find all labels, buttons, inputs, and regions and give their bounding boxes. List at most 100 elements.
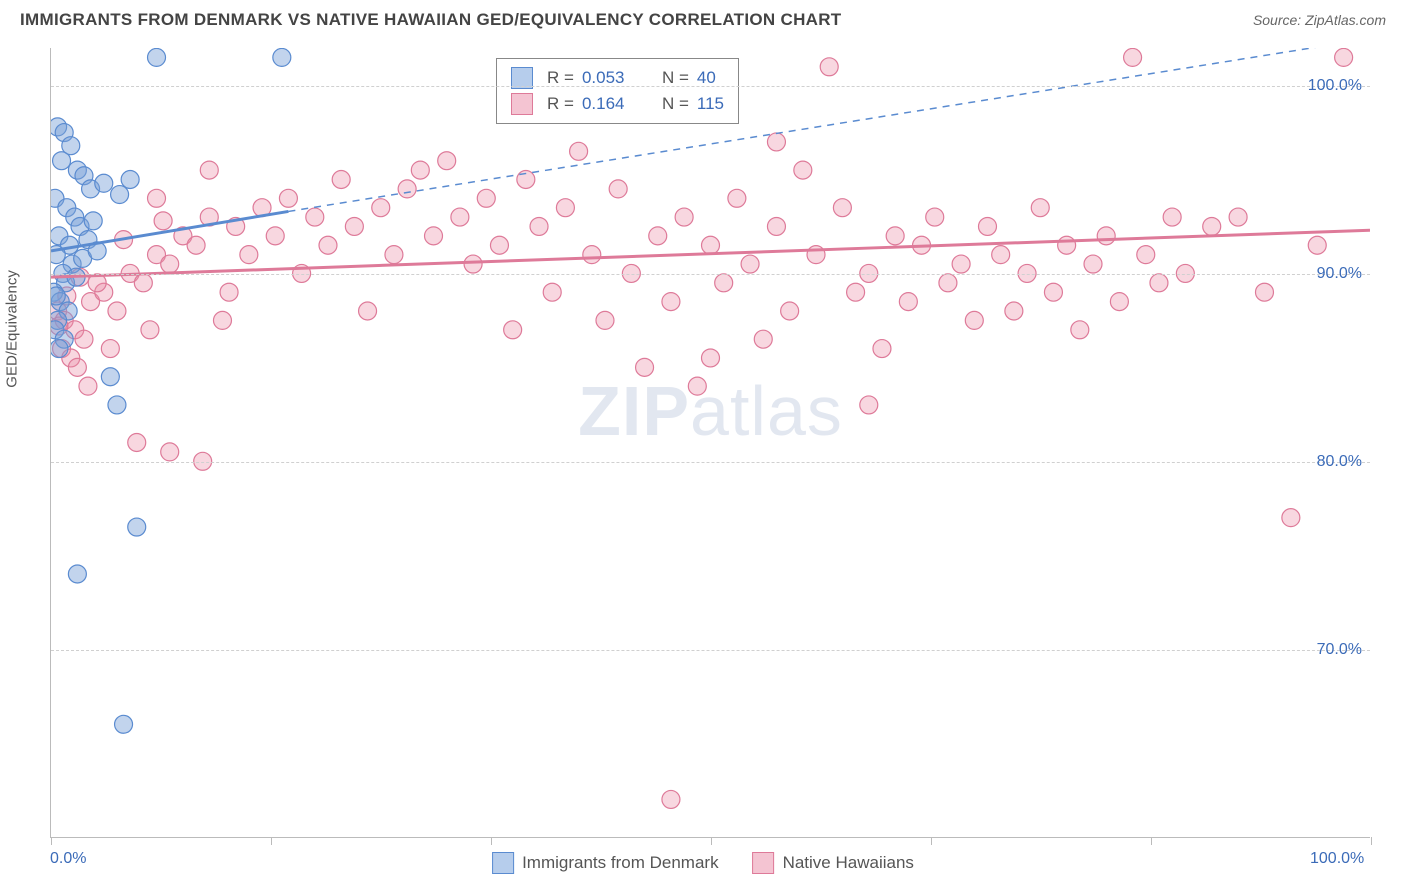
legend-bottom-item-1: Immigrants from Denmark [492,852,718,874]
data-point [1229,208,1247,226]
data-point [886,227,904,245]
x-tick-label: 0.0% [50,850,86,868]
data-point [101,368,119,386]
data-point [128,518,146,536]
y-axis-label: GED/Equivalency [4,270,21,388]
data-point [53,152,71,170]
data-point [359,302,377,320]
x-tick [1151,837,1152,845]
data-point [68,565,86,583]
data-point [121,171,139,189]
legend-n-value-1: 40 [697,65,716,91]
legend-r-value-2: 0.164 [582,91,638,117]
legend-swatch-icon [492,852,514,874]
data-point [636,358,654,376]
x-tick [931,837,932,845]
data-point [794,161,812,179]
data-point [543,283,561,301]
legend-bottom-label-2: Native Hawaiians [783,853,914,873]
y-tick-label: 70.0% [1317,641,1362,659]
data-point [187,236,205,254]
data-point [128,434,146,452]
gridline [51,462,1370,463]
data-point [477,189,495,207]
legend-bottom-item-2: Native Hawaiians [753,852,914,874]
data-point [79,377,97,395]
data-point [583,246,601,264]
data-point [965,311,983,329]
legend-n-value-2: 115 [697,91,724,117]
data-point [75,330,93,348]
y-tick-label: 100.0% [1308,77,1362,95]
x-tick-label: 100.0% [1310,850,1364,868]
data-point [1084,255,1102,273]
data-point [51,340,68,358]
data-point [1044,283,1062,301]
header: IMMIGRANTS FROM DENMARK VS NATIVE HAWAII… [0,0,1406,38]
data-point [781,302,799,320]
legend-r-label: R = [547,65,574,91]
data-point [398,180,416,198]
data-point [161,443,179,461]
data-point [570,142,588,160]
data-point [213,311,231,329]
data-point [504,321,522,339]
data-point [68,358,86,376]
data-point [115,715,133,733]
legend-row-series-1: R = 0.053 N = 40 [511,65,724,91]
legend-correlation-box: R = 0.053 N = 40 R = 0.164 N = 115 [496,58,739,124]
data-point [1255,283,1273,301]
data-point [1058,236,1076,254]
data-point [279,189,297,207]
data-point [926,208,944,226]
data-point [108,396,126,414]
x-tick [491,837,492,845]
legend-swatch-icon [753,852,775,874]
legend-bottom: Immigrants from Denmark Native Hawaiians [492,852,914,874]
gridline [51,86,1370,87]
data-point [95,174,113,192]
data-point [649,227,667,245]
data-point [438,152,456,170]
data-point [111,186,129,204]
data-point [847,283,865,301]
data-point [1097,227,1115,245]
data-point [741,255,759,273]
legend-row-series-2: R = 0.164 N = 115 [511,91,724,117]
data-point [273,48,291,66]
data-point [820,58,838,76]
data-point [372,199,390,217]
data-point [200,161,218,179]
data-point [108,302,126,320]
x-tick [1371,837,1372,845]
data-point [728,189,746,207]
data-point [1110,293,1128,311]
x-tick [51,837,52,845]
data-point [952,255,970,273]
data-point [464,255,482,273]
data-point [1308,236,1326,254]
data-point [266,227,284,245]
legend-r-value-1: 0.053 [582,65,638,91]
data-point [240,246,258,264]
data-point [992,246,1010,264]
data-point [134,274,152,292]
data-point [148,189,166,207]
data-point [425,227,443,245]
legend-n-label: N = [662,65,689,91]
source-attribution: Source: ZipAtlas.com [1253,12,1386,28]
data-point [754,330,772,348]
data-point [767,217,785,235]
x-tick [271,837,272,845]
chart-title: IMMIGRANTS FROM DENMARK VS NATIVE HAWAII… [20,10,842,30]
data-point [1203,217,1221,235]
y-tick-label: 90.0% [1317,265,1362,283]
data-point [51,287,65,305]
data-point [148,48,166,66]
data-point [662,293,680,311]
data-point [702,236,720,254]
data-point [319,236,337,254]
gridline [51,274,1370,275]
data-point [1071,321,1089,339]
data-point [1282,509,1300,527]
